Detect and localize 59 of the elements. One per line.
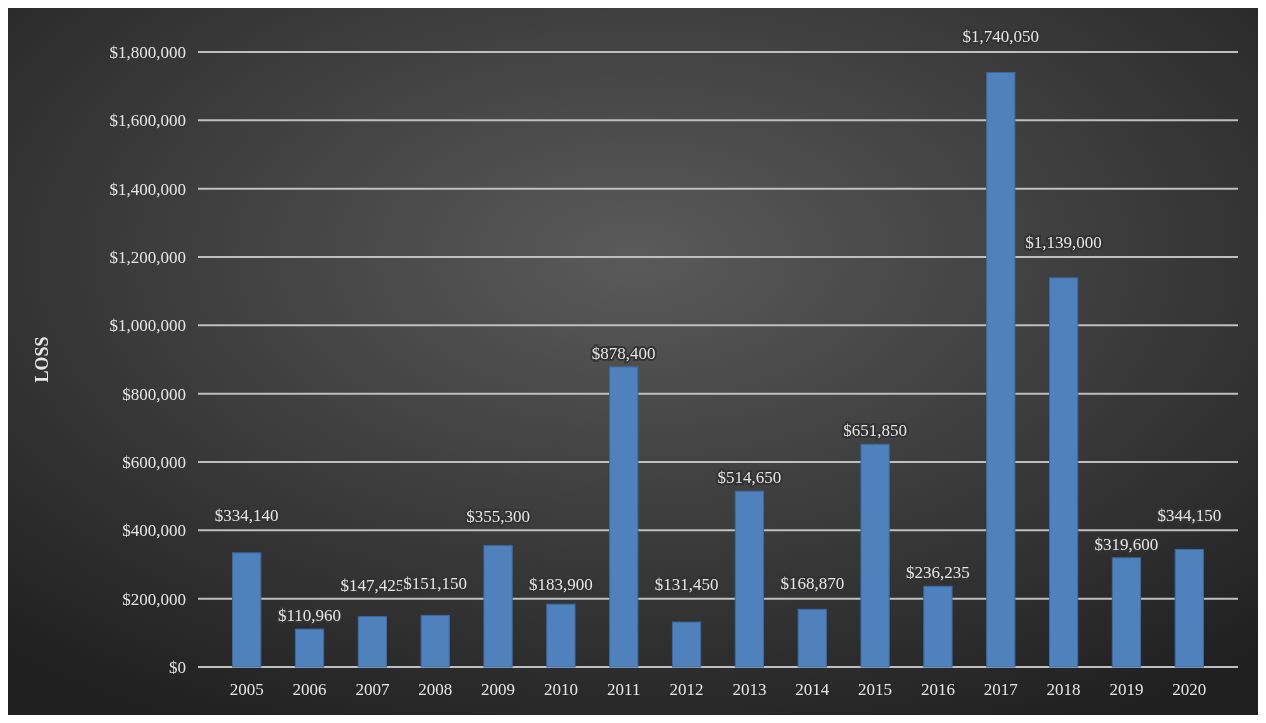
y-tick-label: $800,000 (122, 384, 186, 404)
data-label: $344,150 (1157, 506, 1222, 526)
x-tick-label: 2018 (1046, 680, 1081, 699)
bar (294, 628, 325, 668)
bar (420, 614, 450, 668)
bar (1111, 557, 1142, 668)
x-tick-label: 2020 (1172, 680, 1207, 699)
data-label: $651,850 (843, 421, 907, 441)
data-label: $151,150 (403, 574, 468, 594)
bar (671, 621, 702, 668)
y-tick-label: $400,000 (122, 521, 186, 541)
bar (1174, 548, 1204, 668)
bar (797, 608, 827, 668)
y-tick-label: $0 (169, 657, 186, 677)
data-label: $319,600 (1094, 534, 1159, 554)
y-tick-label: $600,000 (122, 452, 186, 472)
data-label: $1,740,050 (962, 27, 1040, 47)
bar (1048, 277, 1079, 668)
data-label: $334,140 (214, 505, 279, 525)
data-label: $878,400 (591, 343, 656, 363)
x-tick-label: 2014 (795, 680, 830, 699)
bar (609, 366, 639, 668)
x-tick-label: 2008 (418, 680, 453, 699)
x-tick-label: 2009 (481, 680, 516, 699)
data-label: $236,235 (906, 563, 970, 583)
y-tick-label: $200,000 (122, 589, 186, 609)
data-label: $110,960 (277, 606, 342, 626)
bar (483, 545, 513, 668)
x-tick-label: 2007 (355, 680, 390, 699)
data-label: $183,900 (529, 575, 593, 595)
x-tick-label: 2011 (607, 680, 641, 699)
bar (546, 603, 576, 668)
bar (734, 490, 765, 668)
x-tick-label: 2019 (1109, 680, 1144, 699)
y-tick-label: $1,000,000 (109, 316, 186, 336)
y-tick-label: $1,400,000 (109, 179, 186, 199)
data-label: $147,425 (340, 575, 405, 595)
x-tick-label: 2016 (920, 680, 955, 699)
y-tick-label: $1,800,000 (109, 42, 186, 62)
bar (860, 443, 890, 668)
data-label: $168,870 (780, 574, 845, 594)
data-label: $514,650 (717, 468, 782, 488)
x-tick-label: 2006 (292, 680, 327, 699)
x-tick-label: 2012 (669, 680, 704, 699)
x-tick-label: 2013 (732, 680, 767, 699)
data-label: $1,139,000 (1025, 232, 1102, 252)
x-tick-label: 2015 (858, 680, 893, 699)
x-tick-label: 2017 (983, 680, 1019, 699)
data-label: $355,300 (466, 506, 530, 526)
bar (923, 585, 953, 668)
x-tick-label: 2010 (543, 680, 578, 699)
y-tick-label: $1,200,000 (109, 247, 186, 267)
bar (986, 71, 1016, 668)
bar (357, 616, 388, 668)
bar (232, 552, 262, 668)
y-axis-title: LOSS (32, 336, 52, 383)
data-label: $131,450 (654, 575, 719, 595)
x-tick-label: 2005 (229, 680, 264, 699)
y-tick-label: $1,600,000 (109, 111, 186, 131)
